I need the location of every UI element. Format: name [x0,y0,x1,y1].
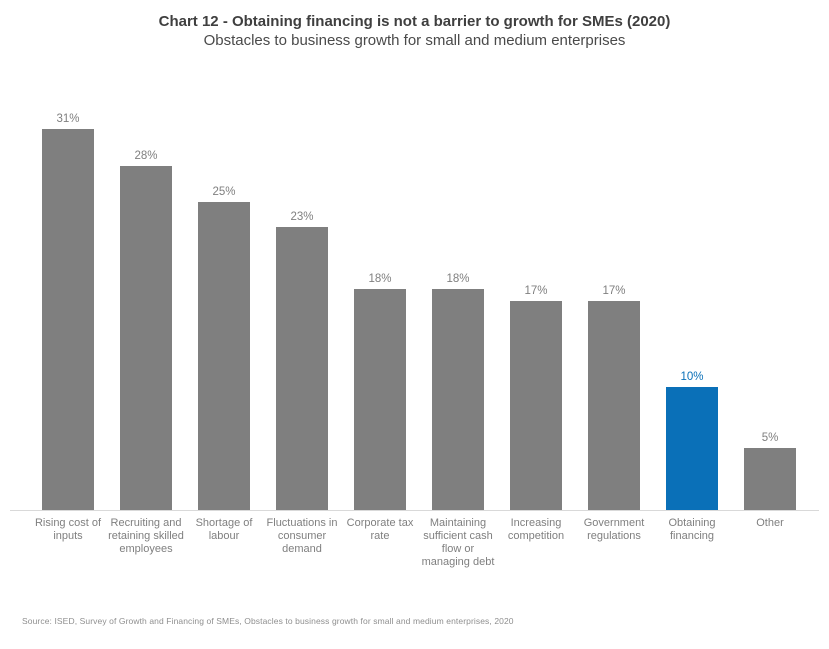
bar-column-4: 18% [341,100,419,510]
bar-value-label: 17% [524,285,548,297]
bar-value-label: 18% [368,273,392,285]
bar-column-7: 17% [575,100,653,510]
bar [120,166,172,510]
category-axis-labels: Rising cost of inputs Recruiting and reta… [29,517,809,569]
bar [276,227,328,510]
bar [42,129,94,510]
chart-header: Chart 12 - Obtaining financing is not a … [0,12,829,50]
bar [744,448,796,510]
bar-column-8: 10% [653,100,731,510]
category-label: Increasing competition [507,517,565,542]
bar [588,301,640,510]
bar-value-label: 31% [56,113,80,125]
bar [510,301,562,510]
bar-column-6: 17% [497,100,575,510]
category-label: Shortage of labour [195,517,253,542]
bar-value-label: 17% [602,285,626,297]
category-label: Recruiting and retaining skilled employe… [108,517,184,555]
bar-column-3: 23% [263,100,341,510]
category-label: Corporate tax rate [346,517,414,542]
bar [666,387,718,510]
bar-column-1: 28% [107,100,185,510]
bar-column-5: 18% [419,100,497,510]
bar-value-label: 5% [761,432,779,444]
bar-value-label: 25% [212,186,236,198]
source-note: Source: ISED, Survey of Growth and Finan… [22,616,514,626]
chart-title: Chart 12 - Obtaining financing is not a … [158,13,671,30]
bar-column-0: 31% [29,100,107,510]
bar [432,289,484,510]
bar-column-9: 5% [731,100,809,510]
category-label: Obtaining financing [668,517,716,542]
category-label: Other [756,517,784,529]
bar-value-label: 10% [680,371,704,383]
category-label: Government regulations [583,517,645,542]
bar-value-label: 28% [134,150,158,162]
bar-chart: 31% 28% 25% 23% 18% 18% 17% 17% 10% 5% [29,100,809,510]
bar-column-2: 25% [185,100,263,510]
bar-value-label: 23% [290,211,314,223]
bar [198,202,250,510]
category-label: Fluctuations in consumer demand [266,517,338,555]
category-label: Rising cost of inputs [34,517,102,542]
bar [354,289,406,510]
bar-value-label: 18% [446,273,470,285]
chart-subtitle: Obstacles to business growth for small a… [203,32,626,49]
x-axis-line [10,510,819,511]
category-label: Maintaining sufficient cash flow or mana… [421,517,495,568]
